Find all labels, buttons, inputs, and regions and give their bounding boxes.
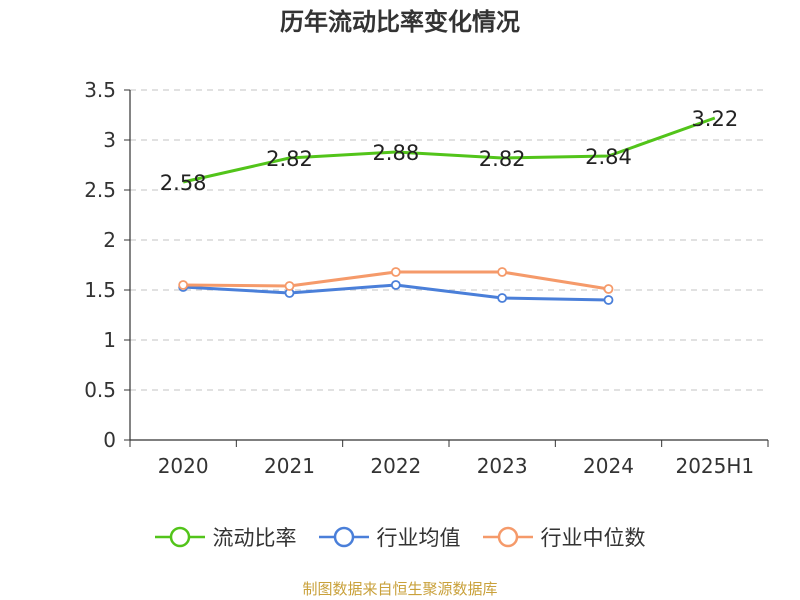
data-point	[497, 267, 508, 277]
y-tick-label: 3.5	[84, 78, 116, 102]
data-label: 2.58	[160, 171, 207, 195]
legend-line-circle-icon	[482, 526, 533, 548]
x-tick-label: 2020	[158, 454, 209, 478]
x-tick-label: 2024	[583, 454, 634, 478]
y-tick-label: 0	[103, 428, 116, 452]
y-tick-label: 1.5	[84, 278, 116, 302]
y-tick-label: 1	[103, 328, 116, 352]
legend-item: 行业中位数	[482, 522, 646, 552]
data-point	[178, 280, 189, 290]
legend-label: 行业中位数	[540, 526, 646, 550]
chart-title: 历年流动比率变化情况	[280, 8, 520, 36]
y-tick-label: 0.5	[84, 378, 116, 402]
data-label: 3.22	[691, 107, 738, 131]
legend-label: 行业均值	[376, 526, 461, 550]
legend-line-circle-icon	[154, 526, 205, 548]
series-line-1	[182, 116, 716, 184]
y-tick-label: 3	[103, 128, 116, 152]
y-tick-label: 2	[103, 228, 116, 252]
data-label: 2.84	[585, 145, 632, 169]
x-tick-label: 2022	[370, 454, 421, 478]
legend-item: 行业均值	[318, 522, 461, 552]
legend-item: 流动比率	[154, 522, 297, 552]
data-label: 2.88	[372, 141, 419, 165]
data-point	[497, 293, 508, 303]
data-point	[603, 284, 614, 294]
y-tick-label: 2.5	[84, 178, 116, 202]
x-tick-label: 2023	[477, 454, 528, 478]
data-point	[603, 295, 614, 305]
legend-label: 流动比率	[212, 526, 297, 550]
chart-legend: 流动比率 行业均值 行业中位数	[0, 520, 800, 554]
data-label: 2.82	[266, 147, 313, 171]
x-tick-label: 2021	[264, 454, 315, 478]
data-point	[284, 281, 295, 291]
data-source-note: 制图数据来自恒生聚源数据库	[302, 580, 498, 598]
legend-line-circle-icon	[318, 526, 369, 548]
data-point	[390, 280, 401, 290]
data-label: 2.82	[479, 147, 526, 171]
data-point	[390, 267, 401, 277]
x-tick-label: 2025H1	[675, 454, 754, 478]
